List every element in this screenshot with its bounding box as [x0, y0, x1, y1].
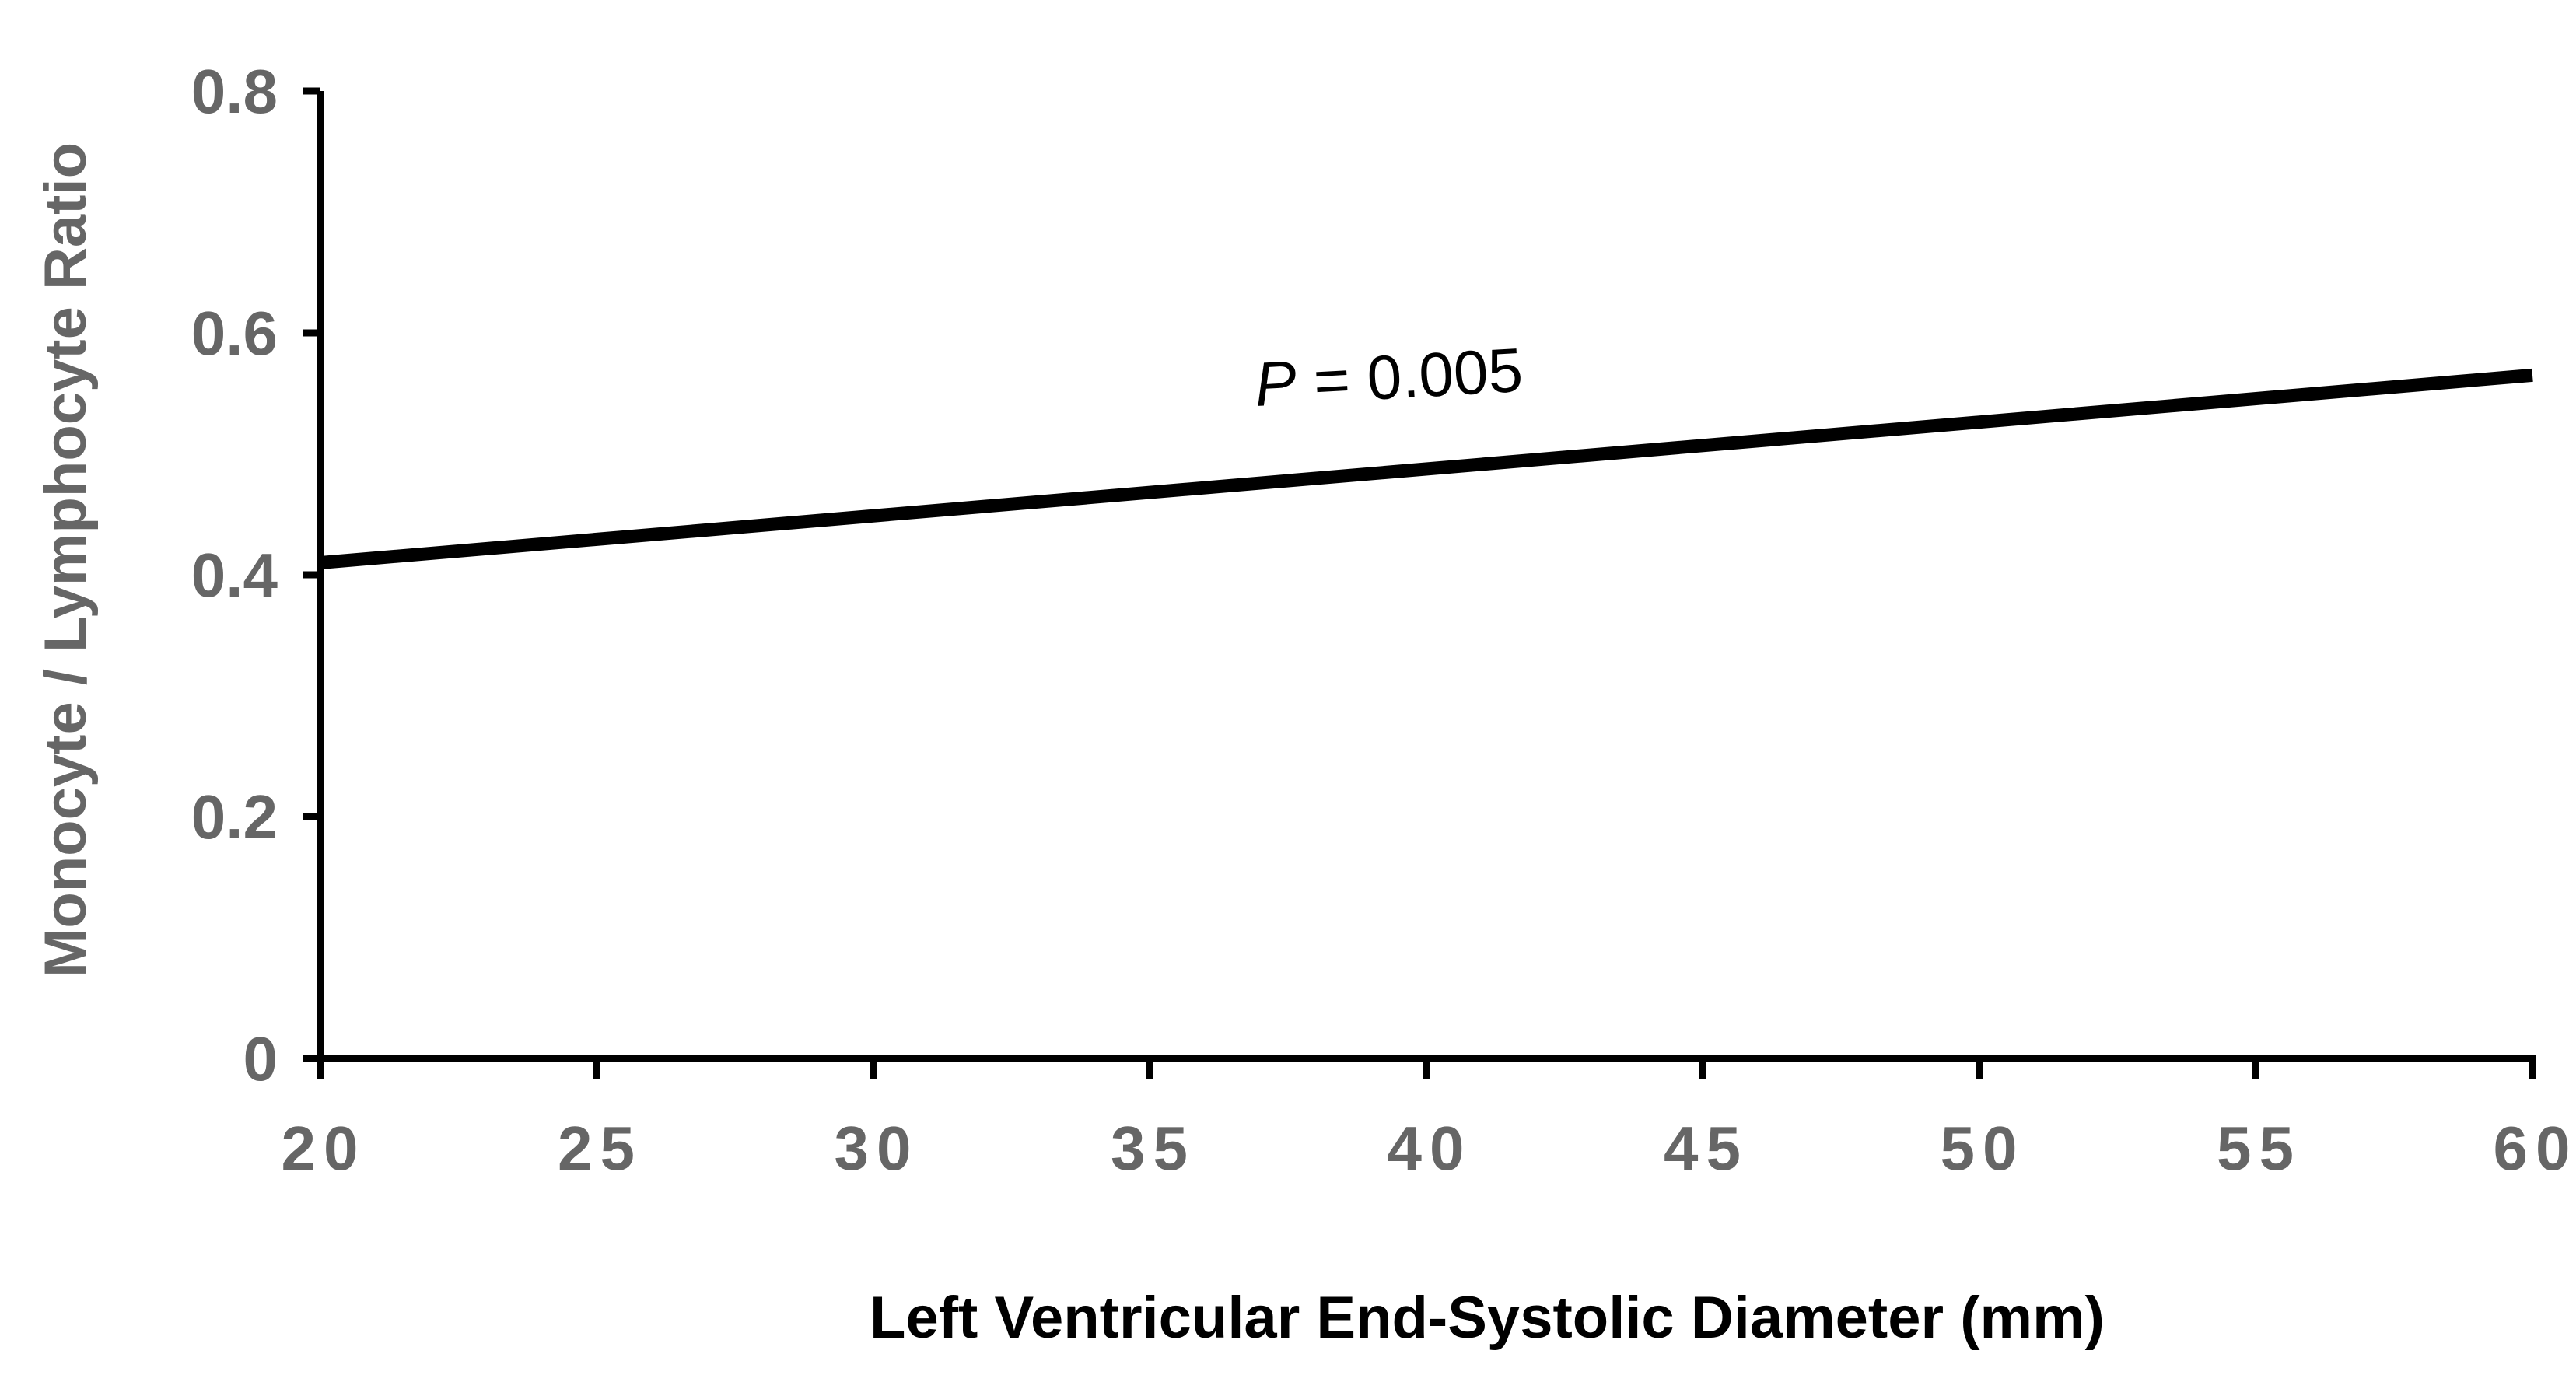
p-value-annotation: P = 0.005: [1253, 335, 1524, 419]
x-tick-label: 40: [1388, 1114, 1472, 1183]
y-axis-title: Monocyte / Lymphocyte Ratio: [33, 142, 99, 978]
x-tick-label: 25: [558, 1114, 642, 1183]
x-axis-title: Left Ventricular End-Systolic Diameter (…: [870, 1285, 2105, 1351]
p-value-symbol: P: [1253, 348, 1298, 419]
p-value-text: = 0.005: [1294, 335, 1524, 417]
y-tick-label: 0: [243, 1024, 278, 1093]
axes: 0 0.2 0.4 0.6 0.8 20 25 30 35 40 45 50 55 60: [191, 57, 2576, 1183]
y-tick-label: 0.8: [191, 57, 278, 126]
x-tick-label: 30: [835, 1114, 919, 1183]
x-tick-label: 50: [1941, 1114, 2025, 1183]
x-tick-label: 35: [1111, 1114, 1195, 1183]
series-line-0: [320, 368, 2533, 569]
y-tick-label: 0.2: [191, 782, 278, 852]
y-tick-label: 0.4: [191, 541, 278, 610]
x-tick-label: 60: [2494, 1114, 2576, 1183]
x-tick-label: 55: [2217, 1114, 2301, 1183]
y-tick-label: 0.6: [191, 299, 278, 368]
x-tick-label: 20: [282, 1114, 366, 1183]
series-layer: [320, 368, 2533, 569]
x-tick-label: 45: [1664, 1114, 1748, 1183]
